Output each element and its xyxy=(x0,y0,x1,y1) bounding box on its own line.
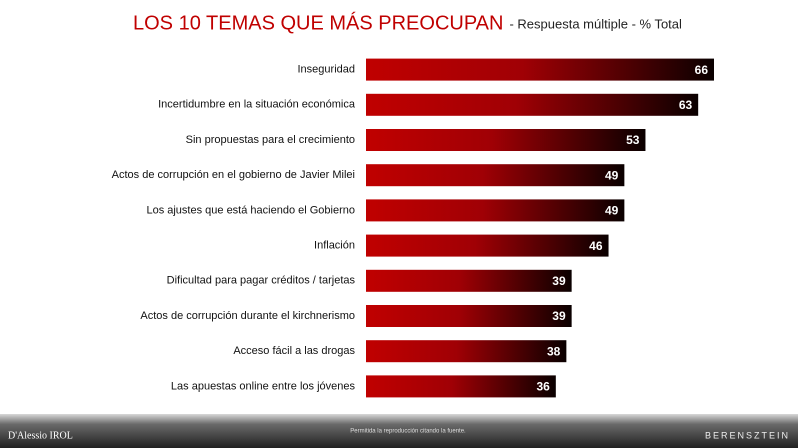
value-label: 66 xyxy=(695,63,709,77)
bar xyxy=(366,164,625,187)
bar xyxy=(366,375,556,398)
footer-logo-left: D'Alessio IROL xyxy=(8,430,73,441)
bar xyxy=(366,234,609,257)
category-label: Actos de corrupción durante el kirchneri… xyxy=(140,310,355,322)
category-label: Actos de corrupción en el gobierno de Ja… xyxy=(112,169,355,181)
footer-note: Permitida la reproducción citando la fue… xyxy=(350,429,466,435)
bar xyxy=(366,269,572,292)
chart-title: LOS 10 TEMAS QUE MÁS PREOCUPAN xyxy=(133,11,503,34)
category-label: Incertidumbre en la situación económica xyxy=(158,99,356,111)
value-label: 63 xyxy=(679,98,693,112)
value-label: 53 xyxy=(626,133,640,147)
value-label: 38 xyxy=(547,344,561,358)
bar xyxy=(366,93,699,116)
footer-bar xyxy=(0,414,798,448)
value-label: 46 xyxy=(589,239,603,253)
chart-subtitle: - Respuesta múltiple - % Total xyxy=(509,16,682,31)
bar xyxy=(366,340,567,363)
category-label: Acceso fácil a las drogas xyxy=(233,345,355,357)
value-label: 39 xyxy=(552,274,566,288)
bar xyxy=(366,199,625,222)
bar xyxy=(366,129,646,151)
category-label: Los ajustes que está haciendo el Gobiern… xyxy=(146,204,355,216)
category-label: Dificultad para pagar créditos / tarjeta… xyxy=(167,275,356,287)
category-label: Inflación xyxy=(314,240,355,252)
value-label: 49 xyxy=(605,168,619,182)
value-label: 36 xyxy=(536,380,550,394)
value-label: 49 xyxy=(605,204,619,218)
footer-logo-right: BERENSZTEIN xyxy=(705,430,790,440)
bar xyxy=(366,305,572,327)
category-label: Sin propuestas para el crecimiento xyxy=(186,134,355,146)
category-label: Inseguridad xyxy=(298,64,356,76)
value-label: 39 xyxy=(552,309,566,323)
category-label: Las apuestas online entre los jóvenes xyxy=(171,380,356,392)
bar xyxy=(366,58,714,81)
